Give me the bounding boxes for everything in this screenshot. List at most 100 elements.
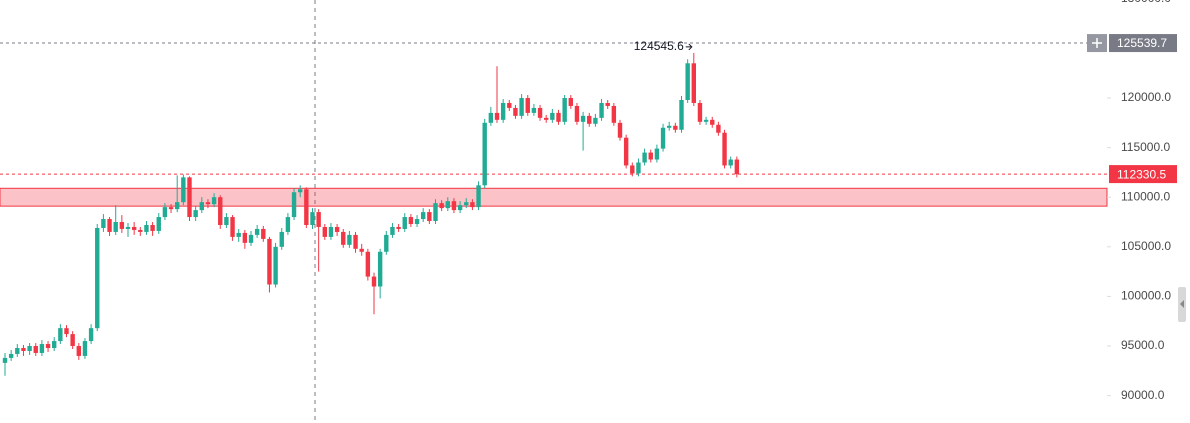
candle-body (734, 159, 740, 175)
candle-body (193, 210, 198, 218)
candle-body (347, 234, 352, 245)
candle-body (322, 226, 327, 237)
candle-body (101, 219, 106, 228)
candle-body (138, 229, 143, 232)
candle-body (27, 346, 32, 351)
y-tick-label: 100000.0 (1121, 289, 1171, 303)
candle-body (304, 189, 309, 225)
candle-body (273, 246, 278, 285)
candle-body (224, 217, 229, 225)
candle-body (697, 102, 703, 122)
candle-body (451, 201, 457, 211)
plus-icon (1092, 38, 1102, 49)
candle-body (562, 98, 567, 122)
candle-body (125, 226, 131, 229)
candle-body (673, 125, 678, 130)
candle-body (334, 226, 340, 232)
candle-body (150, 224, 155, 231)
candle-body (39, 344, 45, 353)
candle-body (310, 212, 315, 225)
candle-body (131, 226, 137, 230)
candle-body (8, 353, 14, 358)
candle-body (64, 328, 69, 335)
candle-body (82, 341, 88, 356)
candle-body (679, 99, 684, 130)
candle-body (525, 98, 530, 113)
candle-body (500, 102, 506, 120)
candle-body (181, 177, 186, 203)
candle-body (15, 348, 20, 354)
candle-body (580, 115, 586, 122)
candle-body (230, 217, 235, 237)
candle-body (445, 201, 450, 209)
candle-body (113, 222, 118, 232)
candle-body (488, 112, 494, 123)
candle-body (144, 224, 149, 232)
candle-body (494, 112, 500, 120)
candle-body (550, 112, 555, 120)
y-tick-label: 95000.0 (1121, 338, 1165, 352)
candle-body (242, 232, 248, 243)
candle-body (236, 232, 241, 237)
candle-body (371, 276, 377, 287)
candle-body (482, 122, 487, 186)
candle-body (636, 162, 641, 174)
candle-body (353, 234, 358, 249)
candle-body (556, 112, 561, 122)
y-tick-label: 90000.0 (1121, 388, 1165, 402)
candle-body (408, 217, 414, 224)
candle-body (476, 185, 481, 208)
y-tick-label: 130000.0 (1121, 0, 1171, 5)
candle-body (218, 197, 223, 225)
candle-body (507, 102, 512, 108)
candle-body (291, 192, 297, 218)
candle-body (642, 152, 647, 163)
candle-body (685, 63, 690, 100)
candle-body (2, 357, 8, 363)
candle-body (599, 102, 604, 118)
candle-body (421, 212, 426, 220)
candle-body (21, 348, 26, 351)
candle-body (168, 207, 174, 210)
candle-body (605, 102, 610, 106)
price-label: 112330.5 (1117, 167, 1166, 181)
candle-body (654, 148, 660, 160)
candle-body (427, 212, 432, 222)
candle-body (279, 231, 284, 247)
candle-body (611, 105, 617, 123)
candle-body (519, 98, 524, 116)
candle-body (119, 222, 125, 229)
candle-body (248, 234, 254, 243)
candle-body (568, 98, 573, 106)
candle-body (187, 177, 192, 218)
high-arrow (685, 43, 693, 51)
candle-body (88, 328, 94, 342)
candle-body (457, 205, 463, 211)
candle-body (316, 212, 321, 227)
candle-body (414, 219, 420, 224)
candle-body (617, 122, 623, 138)
candle-body (267, 238, 272, 285)
candle-body (531, 107, 537, 113)
candle-body (630, 165, 635, 174)
candle-body (107, 219, 112, 232)
candle-body (359, 248, 364, 252)
candle-body (660, 127, 666, 149)
candle-body (384, 234, 389, 252)
candle-body (298, 189, 303, 193)
candle-body (390, 226, 395, 235)
candle-body (710, 119, 715, 125)
candle-body (341, 231, 346, 245)
candle-body (544, 117, 549, 120)
candle-body (716, 124, 721, 133)
candle-body (377, 251, 383, 287)
zone (0, 187, 1108, 207)
candle-body (464, 202, 469, 206)
candle-body (175, 202, 180, 210)
candle-body (667, 125, 672, 128)
candle-body (156, 217, 161, 231)
candle-body (58, 328, 63, 342)
candle-body (593, 117, 598, 124)
